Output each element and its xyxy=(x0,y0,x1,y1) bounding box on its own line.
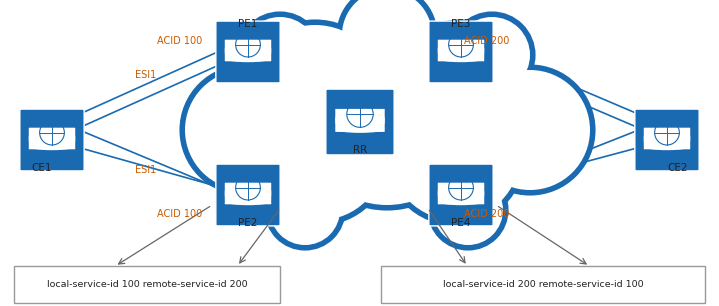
Text: ACID 100: ACID 100 xyxy=(157,36,202,46)
Text: CE1: CE1 xyxy=(31,163,52,173)
FancyBboxPatch shape xyxy=(216,164,280,226)
FancyBboxPatch shape xyxy=(429,164,493,226)
Text: PE3: PE3 xyxy=(452,19,471,29)
Ellipse shape xyxy=(245,25,385,165)
Ellipse shape xyxy=(439,56,483,62)
Text: ESI1: ESI1 xyxy=(135,70,157,80)
Ellipse shape xyxy=(226,191,270,197)
Ellipse shape xyxy=(336,109,384,116)
Ellipse shape xyxy=(342,0,432,80)
Ellipse shape xyxy=(454,17,530,93)
Ellipse shape xyxy=(433,175,503,245)
Ellipse shape xyxy=(644,144,690,150)
FancyBboxPatch shape xyxy=(326,89,394,155)
FancyBboxPatch shape xyxy=(225,191,271,204)
Ellipse shape xyxy=(242,17,318,93)
Ellipse shape xyxy=(336,126,384,133)
Ellipse shape xyxy=(29,136,75,142)
Text: ACID 200: ACID 200 xyxy=(464,209,509,219)
Ellipse shape xyxy=(255,90,385,220)
Ellipse shape xyxy=(226,183,270,190)
Text: PE2: PE2 xyxy=(238,218,257,228)
Text: ACID 200: ACID 200 xyxy=(464,36,509,46)
Ellipse shape xyxy=(439,191,483,197)
FancyBboxPatch shape xyxy=(635,109,699,171)
Ellipse shape xyxy=(439,40,483,47)
Text: local-service-id 200 remote-service-id 100: local-service-id 200 remote-service-id 1… xyxy=(442,280,644,289)
FancyBboxPatch shape xyxy=(429,21,493,83)
Ellipse shape xyxy=(185,70,305,190)
Ellipse shape xyxy=(644,128,690,135)
Text: ESI1: ESI1 xyxy=(135,165,157,175)
FancyBboxPatch shape xyxy=(335,109,385,124)
Ellipse shape xyxy=(270,175,340,245)
Ellipse shape xyxy=(336,118,384,125)
FancyBboxPatch shape xyxy=(644,128,690,141)
FancyBboxPatch shape xyxy=(438,183,484,196)
Text: RR: RR xyxy=(353,145,367,155)
Ellipse shape xyxy=(439,199,483,205)
Text: ACID 100: ACID 100 xyxy=(157,209,202,219)
Ellipse shape xyxy=(302,35,472,205)
FancyBboxPatch shape xyxy=(335,117,385,132)
FancyBboxPatch shape xyxy=(381,266,705,303)
Ellipse shape xyxy=(390,90,520,220)
Ellipse shape xyxy=(226,40,270,47)
FancyBboxPatch shape xyxy=(225,40,271,54)
FancyBboxPatch shape xyxy=(644,136,690,149)
Text: PE4: PE4 xyxy=(452,218,471,228)
Ellipse shape xyxy=(29,144,75,150)
Ellipse shape xyxy=(226,56,270,62)
Ellipse shape xyxy=(29,128,75,135)
FancyBboxPatch shape xyxy=(438,191,484,204)
FancyBboxPatch shape xyxy=(14,266,280,303)
FancyBboxPatch shape xyxy=(438,47,484,61)
FancyBboxPatch shape xyxy=(216,21,280,83)
Text: CE2: CE2 xyxy=(667,163,688,173)
Ellipse shape xyxy=(439,48,483,54)
Ellipse shape xyxy=(644,136,690,142)
Text: PE1: PE1 xyxy=(238,19,257,29)
Ellipse shape xyxy=(226,48,270,54)
Ellipse shape xyxy=(390,25,530,165)
Ellipse shape xyxy=(226,199,270,205)
FancyBboxPatch shape xyxy=(29,128,75,141)
FancyBboxPatch shape xyxy=(225,183,271,196)
Ellipse shape xyxy=(439,183,483,190)
FancyBboxPatch shape xyxy=(438,40,484,54)
FancyBboxPatch shape xyxy=(29,136,75,149)
FancyBboxPatch shape xyxy=(20,109,84,171)
Text: local-service-id 100 remote-service-id 200: local-service-id 100 remote-service-id 2… xyxy=(47,280,248,289)
FancyBboxPatch shape xyxy=(225,47,271,61)
Ellipse shape xyxy=(470,70,590,190)
